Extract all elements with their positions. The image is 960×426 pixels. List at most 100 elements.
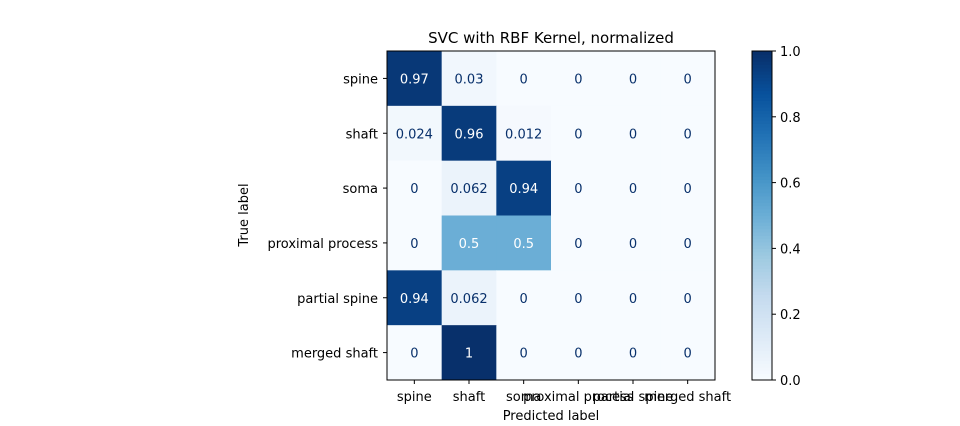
cell-value-label: 0 <box>629 237 637 252</box>
cell-value-label: 0 <box>574 347 582 362</box>
colorbar-segment <box>752 222 772 226</box>
colorbar-segment <box>752 192 772 197</box>
cell-value-label: 0 <box>629 182 637 197</box>
cell-value-label: 0 <box>629 292 637 307</box>
colorbar-segment <box>752 64 772 69</box>
colorbar-segment <box>752 268 772 273</box>
heatmap-cell <box>387 215 443 271</box>
heatmap-cell <box>387 325 443 381</box>
colorbar-segment <box>752 264 772 269</box>
colorbar-segment <box>752 60 772 65</box>
colorbar-segment <box>752 123 772 128</box>
colorbar-segment <box>752 231 772 236</box>
colorbar-segment <box>752 271 772 276</box>
cell-value-label: 0.024 <box>396 127 433 142</box>
colorbar-segment <box>752 93 772 98</box>
colorbar-segment <box>752 340 772 345</box>
y-axis-label: True label <box>237 183 252 247</box>
colorbar-segment <box>752 363 772 368</box>
colorbar-segment <box>752 129 772 134</box>
colorbar-segment <box>752 333 772 338</box>
cell-value-label: 0.5 <box>459 237 480 252</box>
colorbar-tick-label: 1.0 <box>780 45 801 60</box>
heatmap-cells: 0.97 0.03 0 0 0 0 0.024 0.96 0.012 0 0 0 0 0.062 0.94 0… <box>387 51 716 381</box>
heatmap-cell <box>551 105 607 162</box>
colorbar-segment <box>752 301 772 305</box>
colorbar-segment <box>752 195 772 200</box>
colorbar-segment <box>752 162 772 167</box>
colorbar-segment <box>752 116 772 121</box>
cell-value-label: 0 <box>410 182 418 197</box>
colorbar-segment <box>752 228 772 233</box>
heatmap-cell <box>551 160 607 216</box>
cell-value-label: 0 <box>574 72 582 87</box>
x-tick-label: shaft <box>453 390 485 405</box>
colorbar-segment <box>752 166 772 171</box>
colorbar-segment <box>752 110 772 115</box>
cell-value-label: 0 <box>684 347 692 362</box>
colorbar-segment <box>752 370 772 375</box>
colorbar-segment <box>752 103 772 108</box>
colorbar-segment <box>752 281 772 286</box>
colorbar-segment <box>752 287 772 292</box>
colorbar-segment <box>752 70 772 75</box>
x-axis-label: Predicted label <box>503 409 600 424</box>
colorbar-segment <box>752 343 772 348</box>
heatmap-cell <box>441 215 497 271</box>
colorbar-segment <box>752 225 772 230</box>
cell-value-label: 0.5 <box>513 237 534 252</box>
colorbar-segment <box>752 113 772 118</box>
colorbar-segment <box>752 133 772 138</box>
colorbar-segment <box>752 146 772 151</box>
cell-value-label: 0.97 <box>400 72 429 87</box>
cell-value-label: 0 <box>410 237 418 252</box>
colorbar-segment <box>752 294 772 299</box>
colorbar-segment <box>752 360 772 365</box>
heatmap-cell <box>441 325 497 381</box>
colorbar-segment <box>752 373 772 378</box>
colorbar-segment <box>752 307 772 312</box>
cell-value-label: 0 <box>520 347 528 362</box>
colorbar-segment <box>752 208 772 213</box>
heatmap-cell <box>441 105 497 162</box>
heatmap-cell <box>496 215 552 271</box>
colorbar-segment <box>752 254 772 259</box>
colorbar-segment <box>752 149 772 154</box>
heatmap-cell <box>441 51 497 107</box>
cell-value-label: 0.062 <box>450 182 487 197</box>
colorbar-segment <box>752 324 772 328</box>
cell-value-label: 0 <box>629 347 637 362</box>
y-tick-label: shaft <box>346 127 378 142</box>
heatmap-cell <box>551 325 607 381</box>
colorbar-segment <box>752 136 772 141</box>
colorbar-segment <box>752 51 772 55</box>
colorbar-segment <box>752 67 772 72</box>
colorbar-segment <box>752 74 772 78</box>
cell-value-label: 0.012 <box>505 127 542 142</box>
heatmap-cell <box>387 51 443 107</box>
colorbar-segment <box>752 172 772 177</box>
heatmap-cell <box>660 325 716 381</box>
heatmap-cell <box>660 270 716 326</box>
colorbar-tick-label: 0.0 <box>780 374 801 389</box>
colorbar-tick-label: 0.6 <box>780 177 801 192</box>
colorbar-segment <box>752 320 772 325</box>
heatmap-cell <box>496 270 552 326</box>
colorbar-segment <box>752 261 772 266</box>
cell-value-label: 0 <box>629 127 637 142</box>
cell-value-label: 0 <box>574 182 582 197</box>
colorbar-segment <box>752 235 772 240</box>
heatmap-cell <box>605 270 661 326</box>
heatmap-cell <box>496 160 552 216</box>
y-tick-label: proximal process <box>268 237 379 252</box>
cell-value-label: 0 <box>629 72 637 87</box>
colorbar-segment <box>752 376 772 381</box>
cell-value-label: 1 <box>465 347 473 362</box>
colorbar-tick-label: 0.2 <box>780 308 801 323</box>
heatmap-cell <box>387 270 443 326</box>
heatmap-cell <box>496 105 552 162</box>
colorbar-frame <box>751 50 773 381</box>
cell-value-label: 0 <box>684 127 692 142</box>
colorbar: 0.0 0.2 0.4 0.6 0.8 1.0 <box>751 45 801 389</box>
colorbar-segment <box>752 83 772 88</box>
